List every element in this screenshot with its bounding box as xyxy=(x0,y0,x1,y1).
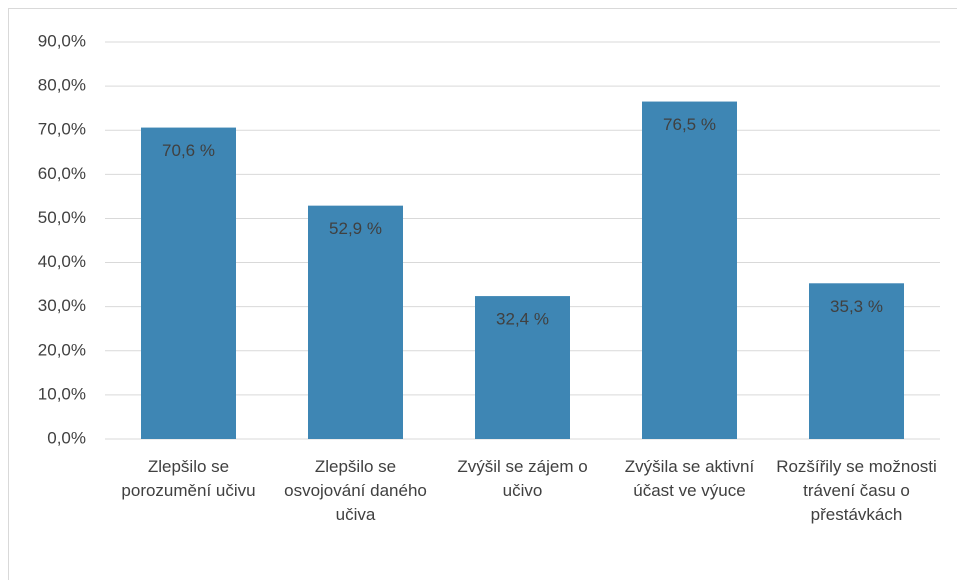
x-tick-label-box: Zvýšila se aktivní účast ve výuce xyxy=(624,457,755,500)
x-tick-label-box: Rozšířily se možnosti trávení času o pře… xyxy=(776,457,937,524)
y-tick-label: 30,0% xyxy=(38,296,86,315)
y-tick-label: 0,0% xyxy=(47,428,86,447)
y-tick-label: 90,0% xyxy=(38,31,86,50)
x-tick-label: Zlepšilo se porozumění učivu xyxy=(121,457,256,500)
x-tick-label: Zlepšilo se osvojování daného učiva xyxy=(284,457,427,524)
x-tick-label: Zvýšila se aktivní účast ve výuce xyxy=(624,457,755,500)
data-label: 32,4 % xyxy=(496,310,549,329)
x-tick-label-box: Zvýšil se zájem o učivo xyxy=(457,457,588,500)
y-tick-label: 20,0% xyxy=(38,340,86,359)
bar xyxy=(809,283,904,439)
y-tick-label: 10,0% xyxy=(38,384,86,403)
data-label: 52,9 % xyxy=(329,219,382,238)
bar xyxy=(308,205,403,439)
y-tick-label: 60,0% xyxy=(38,164,86,183)
data-label: 35,3 % xyxy=(830,297,883,316)
bar xyxy=(642,101,737,440)
y-tick-label: 50,0% xyxy=(38,208,86,227)
x-tick-label-box: Zlepšilo se porozumění učivu xyxy=(121,457,256,500)
x-tick-label-box: Zlepšilo se osvojování daného učiva xyxy=(284,457,427,524)
y-tick-label: 40,0% xyxy=(38,252,86,271)
data-label: 70,6 % xyxy=(162,141,215,160)
x-tick-label: Zvýšil se zájem o učivo xyxy=(457,457,588,500)
bar xyxy=(475,296,570,439)
y-tick-label: 80,0% xyxy=(38,76,86,95)
y-tick-label: 70,0% xyxy=(38,120,86,139)
chart-border xyxy=(8,8,957,580)
x-tick-label: Rozšířily se možnosti trávení času o pře… xyxy=(776,457,937,524)
data-label: 76,5 % xyxy=(663,115,716,134)
bar xyxy=(141,127,236,439)
